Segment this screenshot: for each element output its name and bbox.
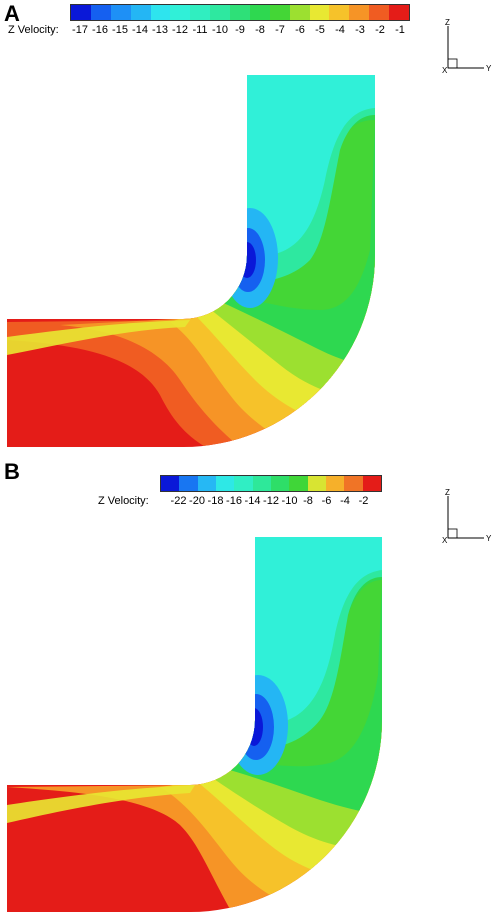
- legend-swatch: [150, 5, 171, 20]
- contour-region-deep-blue: [238, 242, 256, 278]
- panel-b: B Z Velocity: -22 -20 -18 -16 -14 -12 -10 -8 -6-…: [0, 455, 498, 918]
- panel-letter: B: [4, 459, 20, 484]
- legend-tick-label: -2: [358, 495, 369, 507]
- legend-tick-label: -14: [244, 495, 261, 507]
- legend-color-bar: [160, 475, 382, 492]
- flow-field-b: [7, 537, 382, 912]
- legend-tick-label: -11: [192, 24, 208, 36]
- axis-label-y: Y: [486, 64, 492, 73]
- legend-swatch: [270, 476, 290, 491]
- legend-tick-label: -12: [263, 495, 279, 507]
- legend-swatch: [249, 5, 270, 20]
- legend-ticks: -22 -20 -18 -16 -14 -12 -10 -8 -6 -4 -2: [160, 495, 382, 509]
- color-legend: Z Velocity: -22 -20 -18 -16 -14 -12 -10 -8 -6 -4-…: [98, 475, 382, 507]
- legend-tick-label: -20: [189, 495, 205, 507]
- legend-tick-label: -8: [255, 24, 265, 36]
- legend-swatch: [349, 5, 370, 20]
- axis-triad: Z Y X: [436, 18, 496, 78]
- legend-tick-label: -17: [72, 24, 88, 36]
- legend-swatch: [234, 476, 253, 491]
- legend-tick-label: -7: [275, 24, 285, 36]
- legend-tick-label: -16: [92, 24, 108, 36]
- legend-tick-label: -3: [355, 24, 365, 36]
- legend-swatch: [369, 5, 389, 20]
- axis-label-x: X: [442, 66, 448, 75]
- contour-region-yellow: [7, 320, 190, 355]
- legend-swatch: [329, 5, 350, 20]
- legend-swatch: [269, 5, 290, 20]
- legend-tick-label: -2: [375, 24, 385, 36]
- legend-swatch: [344, 476, 363, 491]
- legend-label: Z Velocity:: [98, 495, 149, 507]
- legend-tick-label: -18: [207, 495, 224, 507]
- axis-label-y: Y: [486, 534, 492, 543]
- legend-swatch: [161, 476, 180, 491]
- velocity-contour-plot: [7, 537, 382, 912]
- legend-tick-label: -14: [132, 24, 148, 36]
- color-legend: Z Velocity: -17 -16 -15 -14 -13 -12 -11 -10 -9 -8…: [8, 4, 410, 36]
- legend-tick-label: -9: [235, 24, 245, 36]
- legend-tick-label: -10: [212, 24, 228, 36]
- axis-label-z: Z: [445, 488, 450, 497]
- legend-swatch: [190, 5, 211, 20]
- contour-region-deep-blue: [245, 708, 263, 746]
- contour-region-cyan: [255, 537, 382, 723]
- legend-swatch: [307, 476, 326, 491]
- legend-tick-label: -4: [340, 495, 350, 507]
- contour-region-green2: [222, 580, 382, 767]
- legend-swatch: [210, 5, 230, 20]
- panel-a: A Z Velocity: -17 -16 -15 -14 -13 -12 -11 -10 -9…: [0, 0, 498, 455]
- axis-label-x: X: [442, 536, 448, 545]
- legend-tick-label: -15: [112, 24, 128, 36]
- axis-label-z: Z: [445, 18, 450, 27]
- contour-region-cyan: [247, 75, 375, 255]
- legend-ticks: -17 -16 -15 -14 -13 -12 -11 -10 -9 -8 -7 -6 -5 -4 -3 -2…: [70, 24, 410, 38]
- legend-swatch: [325, 476, 345, 491]
- legend-tick-label: -1: [395, 24, 405, 36]
- legend-swatch: [110, 5, 131, 20]
- legend-color-bar: [70, 4, 410, 21]
- legend-swatch: [179, 476, 198, 491]
- legend-swatch: [389, 5, 409, 20]
- legend-swatch: [71, 5, 91, 20]
- legend-tick-label: -12: [172, 24, 188, 36]
- legend-tick-label: -5: [315, 24, 325, 36]
- legend-swatch: [230, 5, 250, 20]
- legend-label: Z Velocity:: [8, 24, 59, 36]
- axis-triad-lines: [447, 26, 484, 69]
- legend-swatch: [309, 5, 330, 20]
- legend-swatch: [289, 476, 308, 491]
- legend-swatch: [170, 5, 191, 20]
- panel-letter: A: [4, 1, 20, 26]
- flow-field-a: [7, 75, 375, 447]
- legend-tick-label: -8: [303, 495, 313, 507]
- legend-tick-label: -6: [295, 24, 305, 36]
- legend-swatch: [215, 476, 235, 491]
- velocity-contour-plot: [7, 75, 375, 447]
- legend-tick-label: -10: [281, 495, 298, 507]
- legend-tick-label: -6: [321, 495, 332, 507]
- legend-swatch: [197, 476, 216, 491]
- legend-tick-label: -4: [335, 24, 345, 36]
- legend-swatch: [130, 5, 151, 20]
- axis-triad: Z Y X: [436, 488, 496, 548]
- legend-tick-label: -13: [152, 24, 168, 36]
- axis-triad-lines: [447, 496, 484, 539]
- legend-swatch: [362, 476, 381, 491]
- legend-swatch: [90, 5, 111, 20]
- legend-tick-label: -16: [226, 495, 242, 507]
- legend-tick-label: -22: [170, 495, 187, 507]
- contour-region-yellow: [7, 785, 195, 823]
- legend-swatch: [252, 476, 271, 491]
- legend-swatch: [289, 5, 310, 20]
